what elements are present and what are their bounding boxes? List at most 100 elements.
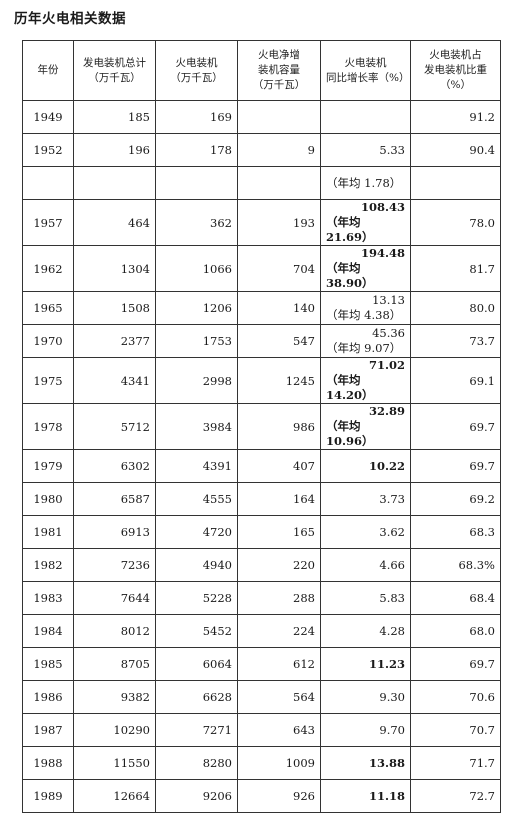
cell-thermal-share: 70.6 xyxy=(410,680,501,714)
header-line: 同比增长率（%） xyxy=(326,71,410,84)
cell-year: 1979 xyxy=(22,449,74,483)
cell-thermal-capacity: 6064 xyxy=(155,647,238,681)
growth-annual-average: （年均 21.69） xyxy=(326,215,374,244)
cell-total-capacity: 1508 xyxy=(73,291,156,325)
data-table: 年份 发电装机总计 （万千瓦） 火电装机 （万千瓦） 火电净增 装机容量 （万千… xyxy=(22,40,501,813)
cell-thermal-share: 73.7 xyxy=(410,324,501,358)
table-row: 1962 1304 1066 704 194.48 （年均 38.90） 81.7 xyxy=(22,245,501,292)
cell-growth-rate xyxy=(320,100,411,134)
cell-growth-rate: 5.83 xyxy=(320,581,411,615)
cell-thermal-capacity: 5452 xyxy=(155,614,238,648)
cell-growth-rate: 13.88 xyxy=(320,746,411,780)
cell-thermal-capacity: 8280 xyxy=(155,746,238,780)
cell-thermal-capacity: 4555 xyxy=(155,482,238,516)
growth-value: 45.36 xyxy=(372,326,405,340)
table-row: （年均 1.78） xyxy=(22,166,501,200)
cell-growth-rate: 11.18 xyxy=(320,779,411,813)
growth-annual-average: （年均 4.38） xyxy=(326,308,402,322)
header-line: （万千瓦） xyxy=(170,71,223,84)
cell-thermal-share: 81.7 xyxy=(410,245,501,292)
cell-year: 1981 xyxy=(22,515,74,549)
growth-value: 13.13 xyxy=(372,293,405,307)
cell-thermal-capacity: 3984 xyxy=(155,403,238,450)
cell-growth-rate: 5.33 xyxy=(320,133,411,167)
growth-value: 9.30 xyxy=(379,689,405,704)
cell-net-addition: 193 xyxy=(237,199,321,246)
cell-year: 1962 xyxy=(22,245,74,292)
cell-net-addition: 164 xyxy=(237,482,321,516)
cell-thermal-capacity: 4720 xyxy=(155,515,238,549)
cell-thermal-share: 80.0 xyxy=(410,291,501,325)
table-row: 1952 196 178 9 5.33 90.4 xyxy=(22,133,501,167)
cell-thermal-share: 68.0 xyxy=(410,614,501,648)
header-line: 火电装机占 xyxy=(429,49,482,61)
cell-total-capacity: 7644 xyxy=(73,581,156,615)
cell-year: 1984 xyxy=(22,614,74,648)
cell-thermal-share: 68.4 xyxy=(410,581,501,615)
growth-value: 108.43 xyxy=(360,200,405,214)
cell-thermal-capacity: 4940 xyxy=(155,548,238,582)
table-row: 1981 6913 4720 165 3.62 68.3 xyxy=(22,515,501,549)
cell-net-addition: 9 xyxy=(237,133,321,167)
table-row: 1986 9382 6628 564 9.30 70.6 xyxy=(22,680,501,714)
growth-value: 4.28 xyxy=(379,623,405,638)
cell-total-capacity: 6587 xyxy=(73,482,156,516)
cell-thermal-share: 69.2 xyxy=(410,482,501,516)
cell-year: 1980 xyxy=(22,482,74,516)
cell-net-addition: 407 xyxy=(237,449,321,483)
header-growth-rate: 火电装机 同比增长率（%） xyxy=(320,40,411,101)
cell-net-addition: 140 xyxy=(237,291,321,325)
growth-annual-average: （年均 14.20） xyxy=(326,373,374,402)
table-row: 1975 4341 2998 1245 71.02 （年均 14.20） 69.1 xyxy=(22,357,501,404)
cell-year: 1988 xyxy=(22,746,74,780)
table-row: 1983 7644 5228 288 5.83 68.4 xyxy=(22,581,501,615)
cell-year: 1965 xyxy=(22,291,74,325)
cell-thermal-capacity: 9206 xyxy=(155,779,238,813)
header-net-addition: 火电净增 装机容量 （万千瓦） xyxy=(237,40,321,101)
cell-thermal-share: 68.3 xyxy=(410,515,501,549)
table-row: 1970 2377 1753 547 45.36 （年均 9.07） 73.7 xyxy=(22,324,501,358)
table-row: 1987 10290 7271 643 9.70 70.7 xyxy=(22,713,501,747)
cell-year: 1952 xyxy=(22,133,74,167)
growth-value: 32.89 xyxy=(368,404,405,418)
cell-thermal-share: 70.7 xyxy=(410,713,501,747)
cell-net-addition: 704 xyxy=(237,245,321,292)
cell-thermal-share: 91.2 xyxy=(410,100,501,134)
cell-year: 1986 xyxy=(22,680,74,714)
cell-thermal-share: 69.7 xyxy=(410,647,501,681)
growth-value: 11.23 xyxy=(368,656,405,671)
cell-total-capacity: 185 xyxy=(73,100,156,134)
cell-total-capacity: 11550 xyxy=(73,746,156,780)
cell-thermal-share: 90.4 xyxy=(410,133,501,167)
cell-total-capacity: 464 xyxy=(73,199,156,246)
cell-growth-rate: 3.62 xyxy=(320,515,411,549)
cell-growth-rate: 13.13 （年均 4.38） xyxy=(320,291,411,325)
cell-thermal-capacity: 362 xyxy=(155,199,238,246)
cell-growth-rate: 9.30 xyxy=(320,680,411,714)
cell-year: 1949 xyxy=(22,100,74,134)
growth-value: 4.66 xyxy=(379,557,405,572)
growth-value: 11.18 xyxy=(368,788,405,803)
cell-net-addition: 288 xyxy=(237,581,321,615)
table-row: 1949 185 169 91.2 xyxy=(22,100,501,134)
cell-net-addition: 1245 xyxy=(237,357,321,404)
cell-growth-rate: 11.23 xyxy=(320,647,411,681)
cell-growth-rate: 4.28 xyxy=(320,614,411,648)
cell-growth-rate: （年均 1.78） xyxy=(320,166,411,200)
cell-total-capacity: 6913 xyxy=(73,515,156,549)
cell-thermal-capacity: 6628 xyxy=(155,680,238,714)
cell-thermal-capacity: 7271 xyxy=(155,713,238,747)
cell-thermal-capacity: 1753 xyxy=(155,324,238,358)
table-row: 1978 5712 3984 986 32.89 （年均 10.96） 69.7 xyxy=(22,403,501,450)
cell-net-addition: 165 xyxy=(237,515,321,549)
cell-net-addition: 986 xyxy=(237,403,321,450)
table-row: 1982 7236 4940 220 4.66 68.3% xyxy=(22,548,501,582)
table-body: 1949 185 169 91.2 1952 196 178 9 5.33 90.4 （年均 1.7… xyxy=(22,100,501,813)
table-row: 1985 8705 6064 612 11.23 69.7 xyxy=(22,647,501,681)
growth-value: 5.33 xyxy=(379,142,405,157)
cell-year: 1970 xyxy=(22,324,74,358)
cell-thermal-share: 78.0 xyxy=(410,199,501,246)
table-row: 1965 1508 1206 140 13.13 （年均 4.38） 80.0 xyxy=(22,291,501,325)
header-line: 火电净增 xyxy=(258,49,300,61)
cell-total-capacity: 196 xyxy=(73,133,156,167)
